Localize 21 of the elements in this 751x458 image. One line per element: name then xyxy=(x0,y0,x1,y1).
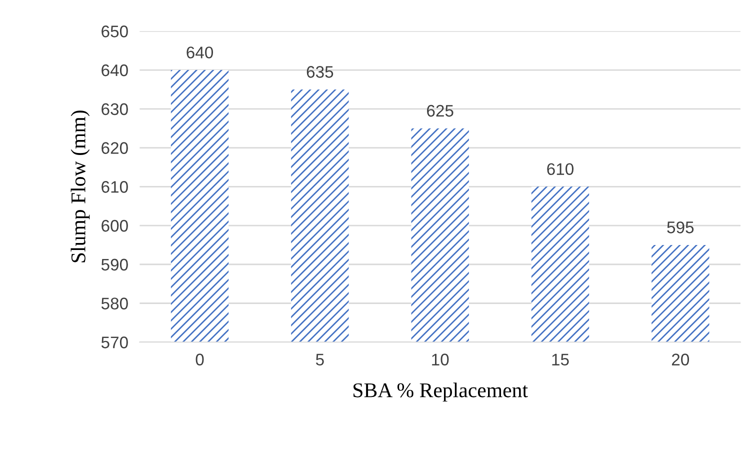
x-tick-label: 5 xyxy=(316,354,324,366)
data-label: 635 xyxy=(306,66,334,78)
y-tick-label: 620 xyxy=(102,142,128,154)
y-tick-label: 580 xyxy=(101,298,128,310)
y-tick-label: 630 xyxy=(102,103,128,116)
y-axis-title: Slump Flow (mm) xyxy=(70,110,90,262)
data-label: 640 xyxy=(186,46,214,58)
data-label: 610 xyxy=(547,163,574,176)
x-axis-title: SBA % Replacement xyxy=(354,382,528,402)
y-tick-label: 570 xyxy=(101,336,128,348)
x-tick-label: 20 xyxy=(672,354,690,366)
y-tick-label: 610 xyxy=(102,181,128,193)
data-label: 625 xyxy=(427,104,454,117)
y-tick-label: 640 xyxy=(102,64,128,76)
x-tick-label: 0 xyxy=(196,354,204,366)
y-tick-label: 590 xyxy=(101,258,128,271)
x-tick-label: 10 xyxy=(432,354,449,366)
x-tick-label: 15 xyxy=(552,354,569,366)
y-tick-label: 650 xyxy=(102,26,128,38)
data-label: 595 xyxy=(667,222,694,234)
y-tick-label: 600 xyxy=(102,220,128,232)
